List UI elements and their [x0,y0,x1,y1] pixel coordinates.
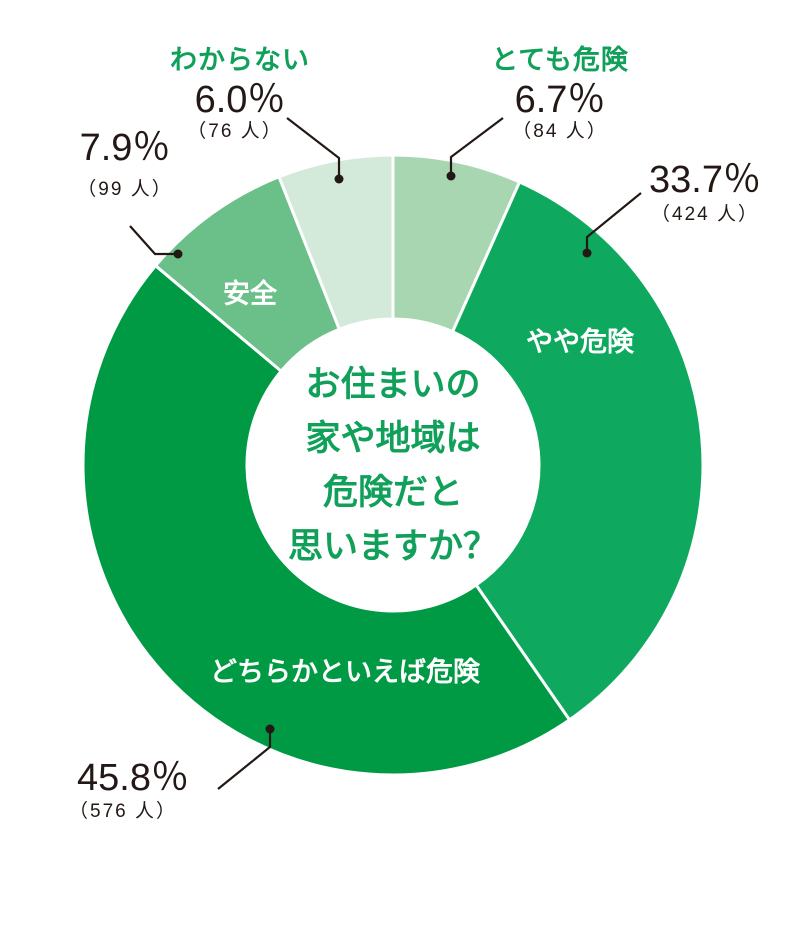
percent-label-wakaranai: 6.0％ [194,79,286,121]
donut-slice [81,263,572,777]
count-label-anzen: （99 人） [77,179,173,200]
category-label-wakaranai: わからない [170,45,310,76]
percent-label-totemo: 6.7％ [514,79,606,121]
category-label-totemo: とても危険 [491,45,629,76]
slice-label-dochira: どちらかといえば危険 [210,657,480,688]
center-line: 家や地域は [305,419,481,459]
slice-label-anzen: 安全 [223,279,277,310]
donut-slices [81,153,705,777]
leader-dot-yaya [582,248,592,258]
donut-slice [450,180,705,722]
percent-label-yaya: 33.7％ [649,159,761,201]
leader-line-anzen [129,225,178,256]
leader-dot-dochira [265,724,275,734]
leader-line-yaya [585,192,642,253]
center-question: お住まいの 家や地域は 危険だと 思いますか？ [283,358,503,574]
center-line: 危険だと [322,473,463,513]
leader-line-dochira [217,729,272,790]
leader-line-wakaranai [286,117,341,179]
center-line: 思いますか？ [287,527,498,567]
leader-dot-totemo [446,171,456,181]
percent-label-anzen: 7.9％ [79,127,171,169]
count-label-totemo: （84 人） [512,121,608,142]
center-line: お住まいの [305,365,481,405]
donut-slice [277,153,395,332]
leader-dot-wakaranai [334,174,344,184]
leader-lines [129,117,642,790]
percent-label-dochira: 45.8％ [77,757,189,799]
slice-label-yaya: やや危険 [526,327,634,358]
count-label-wakaranai: （76 人） [187,121,283,142]
leader-line-totemo [449,117,504,176]
count-label-yaya: （424 人） [651,204,759,225]
count-label-dochira: （576 人） [69,801,177,822]
leader-dot-anzen [173,249,183,259]
